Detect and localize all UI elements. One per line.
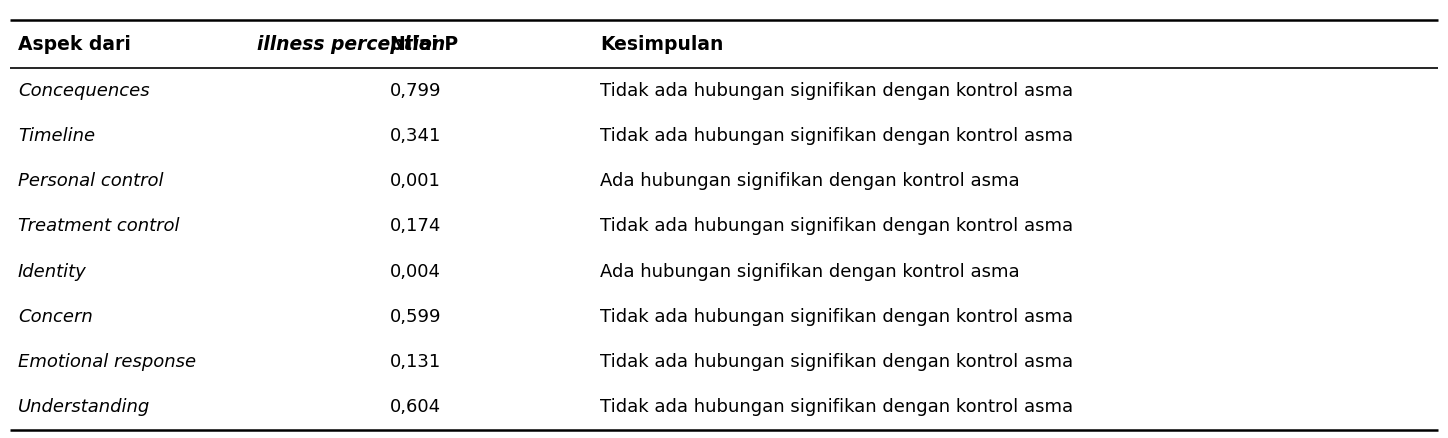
- Text: Concern: Concern: [17, 308, 93, 326]
- Text: Personal control: Personal control: [17, 172, 164, 190]
- Text: 0,799: 0,799: [390, 81, 442, 99]
- Text: 0,001: 0,001: [390, 172, 440, 190]
- Text: Ada hubungan signifikan dengan kontrol asma: Ada hubungan signifikan dengan kontrol a…: [599, 263, 1019, 281]
- Text: 0,341: 0,341: [390, 127, 442, 145]
- Text: 0,004: 0,004: [390, 263, 442, 281]
- Text: Identity: Identity: [17, 263, 87, 281]
- Text: Kesimpulan: Kesimpulan: [599, 35, 724, 53]
- Text: Treatment control: Treatment control: [17, 217, 180, 235]
- Text: Tidak ada hubungan signifikan dengan kontrol asma: Tidak ada hubungan signifikan dengan kon…: [599, 127, 1073, 145]
- Text: Ada hubungan signifikan dengan kontrol asma: Ada hubungan signifikan dengan kontrol a…: [599, 172, 1019, 190]
- Text: Understanding: Understanding: [17, 399, 151, 417]
- Text: Tidak ada hubungan signifikan dengan kontrol asma: Tidak ada hubungan signifikan dengan kon…: [599, 399, 1073, 417]
- Text: 0,131: 0,131: [390, 353, 442, 371]
- Text: Tidak ada hubungan signifikan dengan kontrol asma: Tidak ada hubungan signifikan dengan kon…: [599, 81, 1073, 99]
- Text: 0,604: 0,604: [390, 399, 442, 417]
- Text: Timeline: Timeline: [17, 127, 96, 145]
- Text: illness perception: illness perception: [256, 35, 445, 53]
- Text: Nilai P: Nilai P: [390, 35, 458, 53]
- Text: Emotional response: Emotional response: [17, 353, 195, 371]
- Text: Tidak ada hubungan signifikan dengan kontrol asma: Tidak ada hubungan signifikan dengan kon…: [599, 353, 1073, 371]
- Text: Tidak ada hubungan signifikan dengan kontrol asma: Tidak ada hubungan signifikan dengan kon…: [599, 217, 1073, 235]
- Text: Concequences: Concequences: [17, 81, 149, 99]
- Text: Aspek dari: Aspek dari: [17, 35, 138, 53]
- Text: Tidak ada hubungan signifikan dengan kontrol asma: Tidak ada hubungan signifikan dengan kon…: [599, 308, 1073, 326]
- Text: 0,174: 0,174: [390, 217, 442, 235]
- Text: 0,599: 0,599: [390, 308, 442, 326]
